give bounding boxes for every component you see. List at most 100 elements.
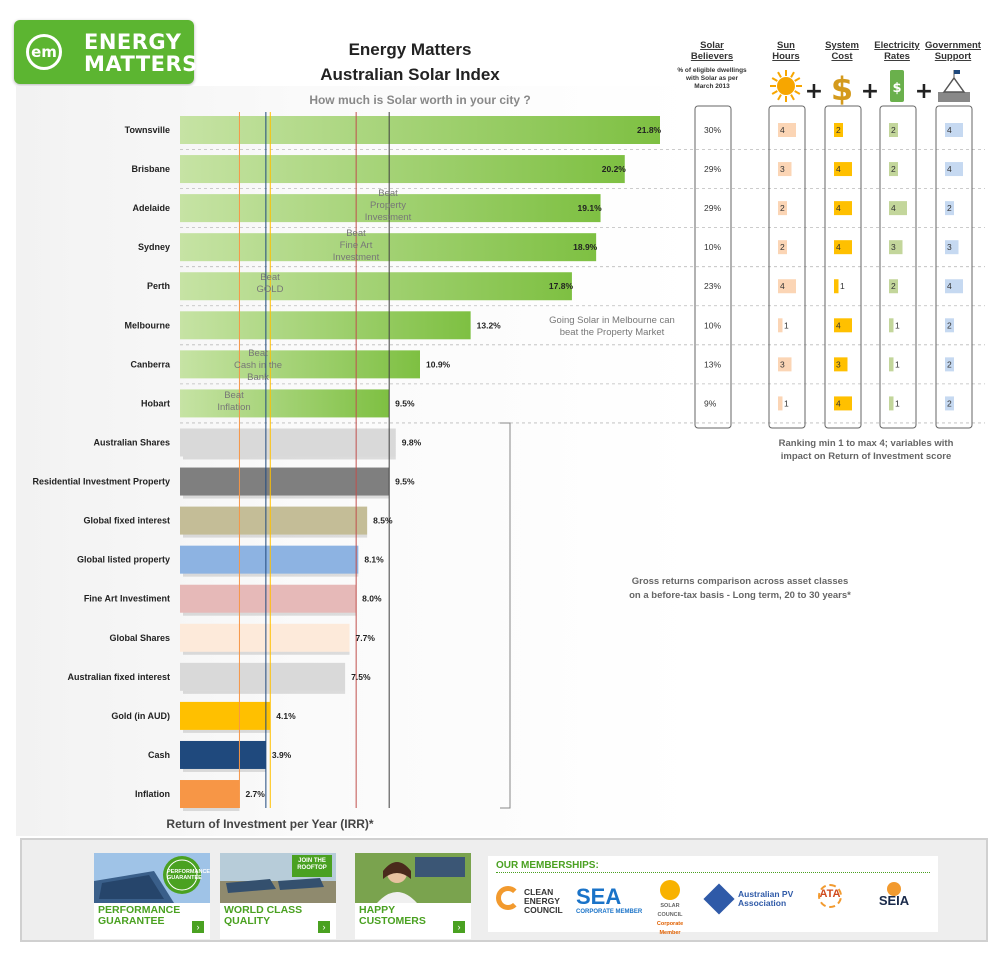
factor-bar	[889, 279, 898, 294]
factor-value: 2	[780, 242, 785, 252]
member-ata[interactable]: ATA	[810, 884, 850, 908]
promo-performance-guarantee[interactable]: PERFORMANCE GUARANTEE PERFORMANCE GUARAN…	[94, 853, 210, 939]
arrow-right-icon[interactable]: ›	[192, 921, 204, 933]
factor-value: 3	[780, 359, 785, 369]
factor-value: 4	[836, 242, 841, 252]
solar-field-icon	[220, 853, 336, 903]
beat-label: Investment	[365, 212, 412, 223]
bar-group	[180, 116, 660, 812]
factor-value: 4	[891, 203, 896, 213]
beat-label: Fine Art	[340, 240, 373, 251]
beat-label: Inflation	[217, 402, 250, 413]
bar	[180, 272, 572, 301]
factor-bar	[889, 396, 894, 411]
memberships-panel: OUR MEMBERSHIPS: CLEAN ENERGY COUNCIL SE…	[488, 856, 938, 936]
bar	[180, 545, 359, 574]
pv-association-icon	[703, 883, 735, 915]
factor-bar	[834, 201, 852, 216]
believers-value: 10%	[704, 242, 721, 252]
category-label: Fine Art Investiment	[84, 594, 170, 604]
member-name: CLEAN ENERGY COUNCIL	[524, 887, 563, 915]
logo-text-matters: MATTERS	[84, 52, 198, 76]
factor-value: 3	[891, 242, 896, 252]
member-name: SEIA	[878, 893, 910, 908]
bar	[180, 740, 266, 769]
bar-shadow	[183, 534, 368, 538]
factor-bar	[834, 357, 848, 372]
category-label: Global Shares	[109, 633, 170, 643]
factor-bar	[889, 123, 898, 137]
sun-ray	[777, 94, 782, 101]
factor-bar	[889, 162, 898, 177]
member-sub: CORPORATE MEMBER	[576, 909, 643, 915]
member-name: Australian PV Association	[738, 889, 794, 908]
promo-line2: QUALITY	[224, 915, 271, 927]
factor-bar	[778, 279, 796, 294]
parliament-base	[938, 92, 970, 102]
factor-bar	[945, 357, 954, 372]
value-label: 3.9%	[272, 750, 292, 760]
factor-value: 3	[947, 242, 952, 252]
category-label: Townsville	[125, 125, 170, 135]
promo-line2: CUSTOMERS	[359, 915, 426, 927]
member-solar-council[interactable]: SOLAR COUNCIL Corporate Member	[648, 880, 692, 938]
member-seia[interactable]: SEIA	[872, 882, 916, 908]
bar-shadow	[183, 612, 357, 616]
parliament-icon	[938, 70, 970, 102]
factor-bar	[945, 201, 954, 216]
beat-label: Beat	[248, 348, 268, 359]
factor-value: 4	[947, 281, 952, 291]
factor-value: 1	[784, 320, 789, 330]
factor-column-box	[935, 105, 973, 429]
promo-world-class-quality[interactable]: JOIN THE ROOFTOP WORLD CLASS QUALITY ›	[220, 853, 336, 939]
category-label: Brisbane	[131, 164, 170, 174]
factor-header: System	[825, 40, 859, 51]
factor-value: 2	[947, 320, 952, 330]
factor-header: Rates	[884, 51, 910, 62]
factor-value: 2	[891, 164, 896, 174]
category-label: Melbourne	[124, 320, 170, 330]
bar	[180, 467, 390, 496]
category-label: Perth	[147, 281, 170, 291]
member-sea[interactable]: SEA CORPORATE MEMBER	[576, 886, 642, 917]
ata-sun-icon	[818, 884, 842, 908]
sun-ray	[794, 90, 801, 95]
bar	[180, 233, 597, 262]
value-label: 20.2%	[602, 164, 627, 174]
factor-bar	[778, 240, 787, 255]
factor-column-box	[824, 105, 862, 429]
factor-bar	[889, 357, 894, 372]
beat-label: Beat	[260, 272, 280, 283]
bar	[180, 623, 350, 652]
bar-shadow	[183, 808, 240, 812]
factor-value: 2	[891, 281, 896, 291]
bar	[180, 584, 357, 613]
factor-bar	[778, 201, 787, 216]
arrow-right-icon[interactable]: ›	[318, 921, 330, 933]
factor-bar	[889, 318, 894, 333]
promo-line1: WORLD CLASS	[224, 904, 303, 916]
believers-header: Believers	[691, 51, 733, 62]
factor-value: 1	[895, 398, 900, 408]
factor-bar	[945, 318, 954, 333]
member-sub: Corporate Member	[656, 921, 684, 936]
bar	[180, 155, 625, 184]
promo-badge: JOIN THE ROOFTOP	[297, 858, 327, 871]
bar	[180, 662, 346, 691]
money-icon: $	[890, 70, 904, 102]
bar	[180, 506, 368, 535]
value-label: 18.9%	[573, 242, 598, 252]
beat-label: Cash in the	[234, 360, 282, 371]
energy-matters-logo[interactable]: em ENERGY MATTERS	[14, 20, 197, 84]
arrow-right-icon[interactable]: ›	[453, 921, 465, 933]
promo-happy-customers[interactable]: HAPPY CUSTOMERS ›	[355, 853, 471, 939]
category-label: Global fixed interest	[83, 516, 170, 526]
factor-value: 1	[840, 281, 845, 291]
value-label: 10.9%	[426, 359, 451, 369]
category-label: Sydney	[138, 242, 170, 252]
sun-disc	[777, 77, 795, 95]
row-separators	[180, 149, 985, 424]
factor-value: 2	[947, 359, 952, 369]
believers-column-box	[694, 105, 732, 429]
